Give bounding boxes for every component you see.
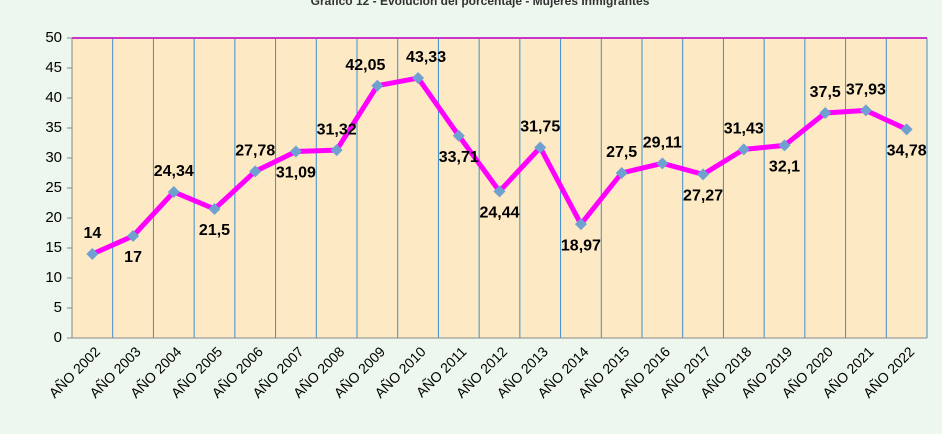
marker [493,185,506,198]
data-label: 27,5 [606,144,637,161]
y-tick-label: 5 [54,299,62,316]
data-label: 31,43 [724,121,764,138]
data-label: 37,5 [810,84,841,101]
y-tick-label: 50 [45,29,62,46]
marker [452,129,465,142]
marker [900,123,913,136]
marker [208,203,221,215]
data-label: 31,32 [317,121,357,138]
y-tick-label: 45 [45,59,62,76]
marker [656,157,669,170]
marker [86,248,99,260]
data-label: 42,05 [345,57,385,74]
marker [371,79,384,92]
marker [289,145,302,158]
y-tick-label: 15 [45,239,62,256]
data-label: 29,11 [643,135,682,152]
data-label: 31,75 [520,119,560,136]
marker [249,165,262,178]
marker [859,104,872,117]
y-tick-label: 30 [45,149,62,166]
data-label: 43,33 [406,49,446,66]
y-tick-label: 20 [45,209,62,226]
marker [574,218,587,231]
data-label: 24,34 [154,163,194,180]
marker [615,167,628,179]
y-tick-label: 10 [45,269,62,286]
data-label: 27,27 [683,188,723,205]
marker [697,168,710,181]
data-label: 37,93 [846,82,886,99]
marker [167,185,180,198]
data-label: 31,09 [276,165,316,182]
data-label: 21,5 [199,222,230,239]
data-label: 17 [124,249,142,266]
chart-title: Gráfico 12 - Evolución del porcentaje - … [311,0,650,8]
y-tick-label: 40 [45,89,62,106]
marker [534,141,547,154]
marker [127,230,140,242]
y-tick-label: 0 [54,329,62,346]
data-label: 14 [83,225,101,242]
data-label: 18,97 [561,237,601,254]
data-label: 32,1 [769,159,800,176]
data-label: 24,44 [479,205,519,222]
data-label: 34,78 [887,143,927,160]
marker [330,144,343,157]
data-label: 33,71 [439,149,479,166]
marker [412,72,425,85]
y-tick-label: 25 [45,179,62,196]
marker [737,143,750,156]
marker [819,107,832,119]
data-label: 27,78 [235,143,275,160]
y-tick-label: 35 [45,119,62,136]
marker [778,139,791,152]
